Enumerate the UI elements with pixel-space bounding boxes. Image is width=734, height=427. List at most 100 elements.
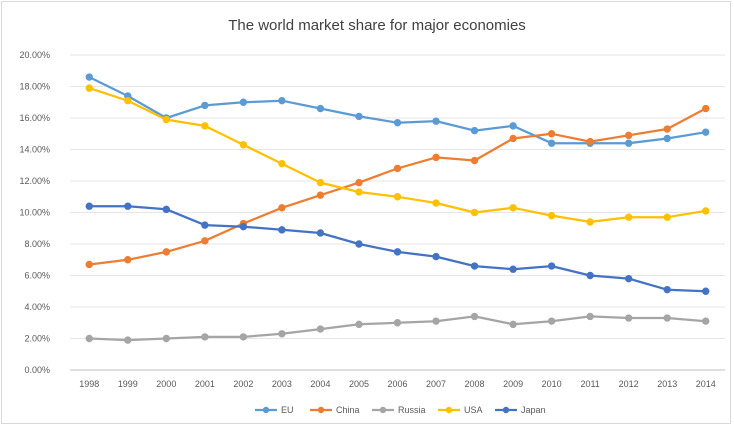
series-usa xyxy=(85,84,710,226)
data-point-russia xyxy=(393,319,402,327)
legend-item-usa: USA xyxy=(438,405,483,415)
data-point-eu xyxy=(702,128,710,136)
y-tick-label: 18.00% xyxy=(19,82,50,92)
data-point-japan xyxy=(702,287,710,295)
data-point-china xyxy=(702,104,710,113)
x-tick-label: 2013 xyxy=(657,379,677,389)
data-point-russia xyxy=(162,334,171,343)
data-point-usa xyxy=(316,178,325,187)
data-point-usa xyxy=(393,193,402,201)
data-point-eu xyxy=(355,112,363,121)
data-point-usa xyxy=(432,199,440,207)
series-eu xyxy=(85,73,710,147)
series-japan xyxy=(85,202,710,295)
data-point-china xyxy=(586,137,594,146)
legend-item-japan: Japan xyxy=(495,405,546,415)
x-tick-label: 2004 xyxy=(310,379,330,389)
x-tick-label: 2001 xyxy=(195,379,215,389)
y-tick-label: 2.00% xyxy=(24,334,50,344)
data-point-eu xyxy=(470,126,479,135)
data-point-japan xyxy=(432,252,440,261)
data-point-usa xyxy=(201,122,209,130)
data-point-japan xyxy=(393,248,402,256)
x-tick-label: 2002 xyxy=(233,379,253,389)
data-point-russia xyxy=(663,314,671,322)
y-tick-label: 14.00% xyxy=(19,145,50,155)
series-china xyxy=(85,104,710,269)
x-tick-label: 2006 xyxy=(387,379,407,389)
legend-label: EU xyxy=(281,405,294,415)
data-point-china xyxy=(201,237,209,245)
data-point-russia xyxy=(355,320,363,329)
data-point-eu xyxy=(278,96,286,105)
data-point-china xyxy=(124,256,132,264)
data-point-china xyxy=(470,156,479,165)
y-tick-label: 12.00% xyxy=(19,176,50,186)
legend-item-china: China xyxy=(310,405,360,415)
data-point-usa xyxy=(355,188,363,196)
data-point-usa xyxy=(547,211,556,220)
y-tick-label: 0.00% xyxy=(24,365,50,375)
data-point-eu xyxy=(316,104,325,113)
gridlines xyxy=(70,54,725,371)
data-point-usa xyxy=(162,115,171,124)
data-point-japan xyxy=(201,221,209,229)
data-point-eu xyxy=(85,73,93,81)
x-tick-label: 2012 xyxy=(619,379,639,389)
data-point-eu xyxy=(547,139,556,147)
data-point-japan xyxy=(239,222,248,231)
data-point-china xyxy=(85,260,93,269)
data-point-eu xyxy=(393,119,402,127)
data-point-japan xyxy=(124,202,132,210)
data-point-china xyxy=(509,134,517,143)
data-point-japan xyxy=(624,274,633,283)
series-line-usa xyxy=(88,86,707,224)
data-point-japan xyxy=(663,285,671,294)
data-point-russia xyxy=(702,317,710,325)
data-point-japan xyxy=(278,226,286,234)
data-point-russia xyxy=(316,325,325,333)
data-point-russia xyxy=(124,336,132,344)
series-russia xyxy=(85,312,710,344)
legend: EU China Russia USA Japan xyxy=(255,405,546,415)
data-point-china xyxy=(355,178,363,187)
data-point-china xyxy=(393,164,402,173)
data-point-russia xyxy=(547,317,556,325)
data-point-china xyxy=(278,204,286,212)
x-tick-label: 2000 xyxy=(156,379,176,389)
legend-label: USA xyxy=(464,405,483,415)
data-point-usa xyxy=(509,204,517,212)
data-point-japan xyxy=(586,271,594,280)
data-point-usa xyxy=(85,84,93,92)
data-point-eu xyxy=(624,139,633,147)
data-point-japan xyxy=(470,262,479,270)
x-tick-label: 2011 xyxy=(580,379,599,389)
legend-item-eu: EU xyxy=(255,405,294,415)
legend-label: Russia xyxy=(398,405,426,415)
data-point-eu xyxy=(509,122,517,130)
legend-label: Japan xyxy=(521,405,546,415)
chart-title: The world market share for major economi… xyxy=(228,17,526,34)
x-tick-label: 2005 xyxy=(349,379,369,389)
legend-swatch-marker xyxy=(445,406,453,414)
data-point-russia xyxy=(239,333,248,341)
data-point-eu xyxy=(432,117,440,125)
data-point-japan xyxy=(162,205,171,214)
data-point-china xyxy=(547,130,556,138)
y-tick-label: 8.00% xyxy=(24,239,50,249)
x-tick-label: 1998 xyxy=(79,379,99,389)
series-line-china xyxy=(88,107,707,266)
legend-item-russia: Russia xyxy=(372,405,426,415)
data-point-eu xyxy=(663,134,671,143)
x-tick-label: 2014 xyxy=(696,379,716,389)
legend-swatch-marker xyxy=(317,406,325,414)
legend-label: China xyxy=(336,405,360,415)
data-point-japan xyxy=(316,229,325,237)
data-point-japan xyxy=(85,202,93,210)
y-tick-label: 4.00% xyxy=(24,302,50,312)
legend-swatch-marker xyxy=(379,406,387,414)
data-point-russia xyxy=(586,312,594,321)
data-point-russia xyxy=(278,330,286,338)
data-point-china xyxy=(624,131,633,140)
data-point-russia xyxy=(509,320,517,329)
